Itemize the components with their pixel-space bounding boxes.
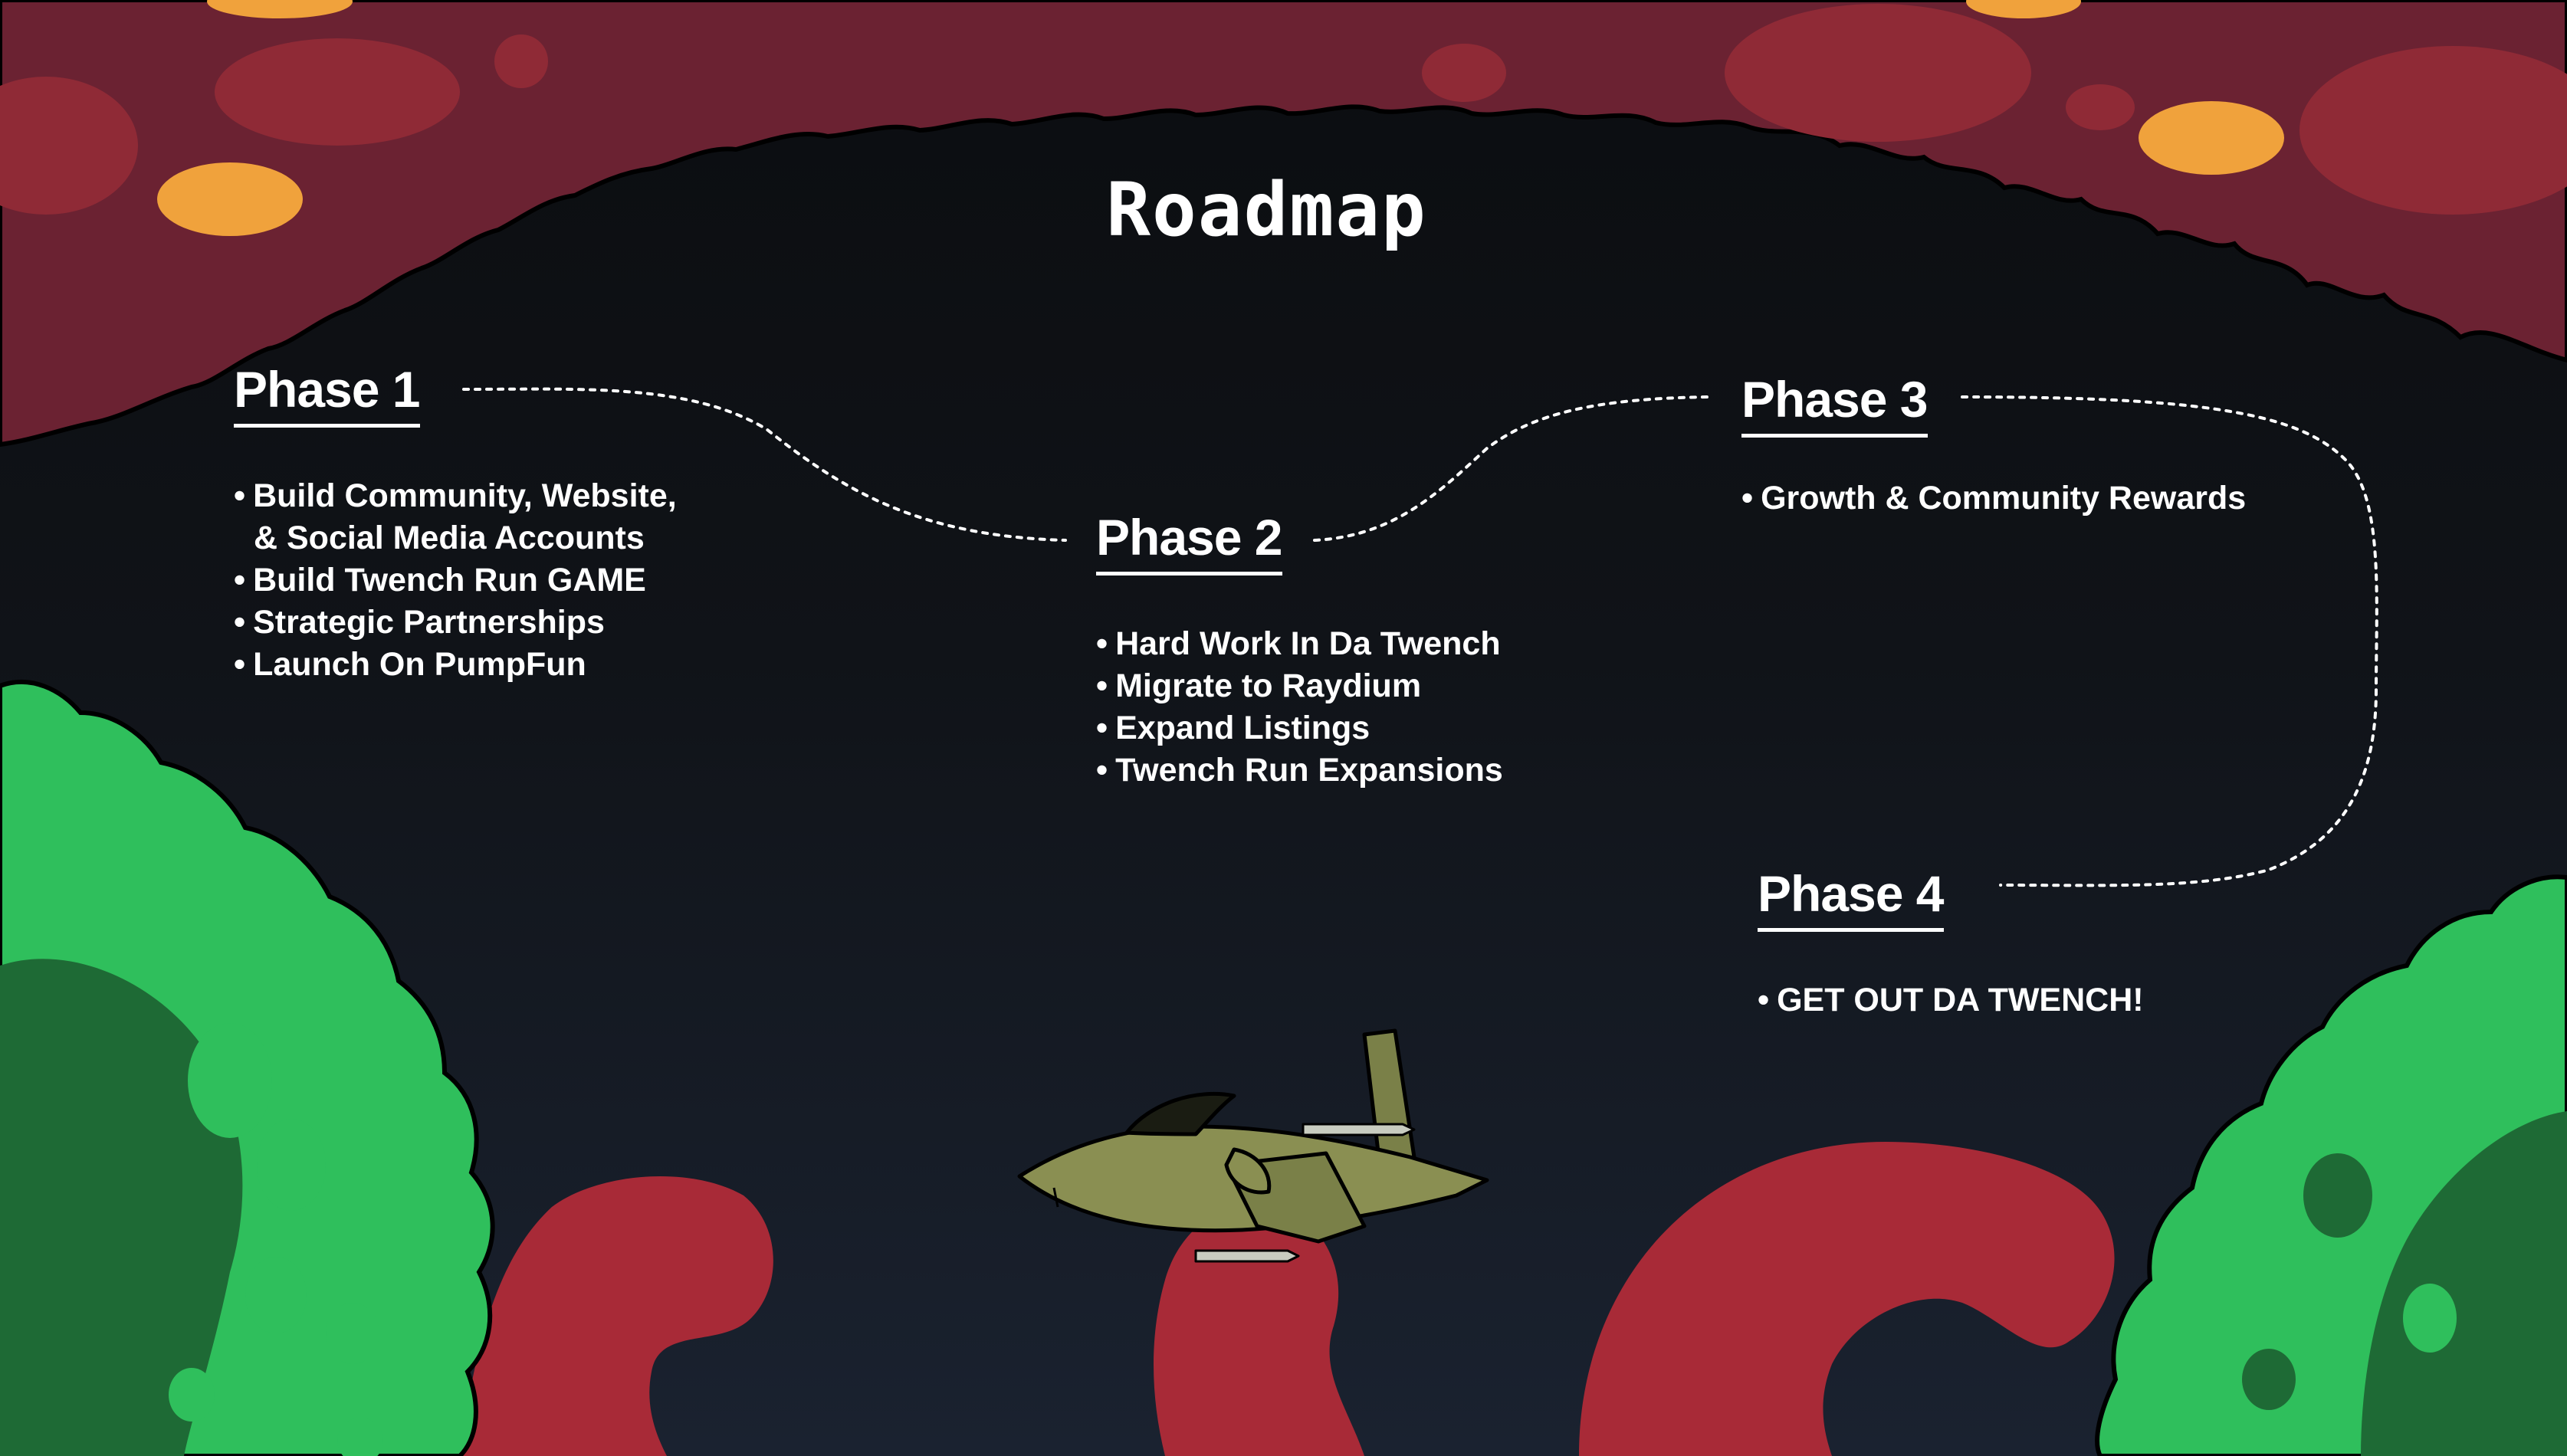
right-bush: [2095, 874, 2567, 1456]
list-item: Expand Listings: [1096, 707, 1503, 749]
list-item: Build Community, Website,: [234, 475, 677, 517]
list-item: Hard Work In Da Twench: [1096, 623, 1503, 665]
list-item: Build Twench Run GAME: [234, 559, 677, 602]
top-canopy: [0, 0, 2567, 448]
phase-4-title: Phase 4: [1758, 866, 1944, 932]
phase-3-title: Phase 3: [1741, 372, 1928, 438]
phase-3: Phase 3 Growth & Community Rewards: [1741, 372, 2246, 520]
list-item: Growth & Community Rewards: [1741, 477, 2246, 520]
phase-2-title: Phase 2: [1096, 510, 1282, 576]
list-item: Migrate to Raydium: [1096, 665, 1503, 707]
phase-4: Phase 4 GET OUT DA TWENCH!: [1758, 866, 2144, 1021]
phase-2-list: Hard Work In Da Twench Migrate to Raydiu…: [1096, 623, 1503, 792]
roadmap-path: [462, 387, 2378, 887]
list-item: & Social Media Accounts: [254, 519, 645, 556]
left-bush: [0, 679, 495, 1456]
phase-1-title: Phase 1: [234, 362, 420, 428]
smoke-plumes: [460, 1142, 2115, 1456]
phase-3-list: Growth & Community Rewards: [1741, 477, 2246, 520]
list-item: Strategic Partnerships: [234, 602, 677, 644]
page-title: Roadmap: [1106, 167, 1427, 253]
fighter-jet-icon: [1017, 1028, 1489, 1263]
list-item: GET OUT DA TWENCH!: [1758, 979, 2144, 1021]
list-item: Twench Run Expansions: [1096, 749, 1503, 792]
list-item: Launch On PumpFun: [234, 644, 677, 686]
phase-2: Phase 2 Hard Work In Da Twench Migrate t…: [1096, 510, 1503, 792]
phase-1-list: Build Community, Website, & Social Media…: [234, 475, 677, 686]
phase-1: Phase 1 Build Community, Website, & Soci…: [234, 362, 677, 686]
phase-4-list: GET OUT DA TWENCH!: [1758, 979, 2144, 1021]
